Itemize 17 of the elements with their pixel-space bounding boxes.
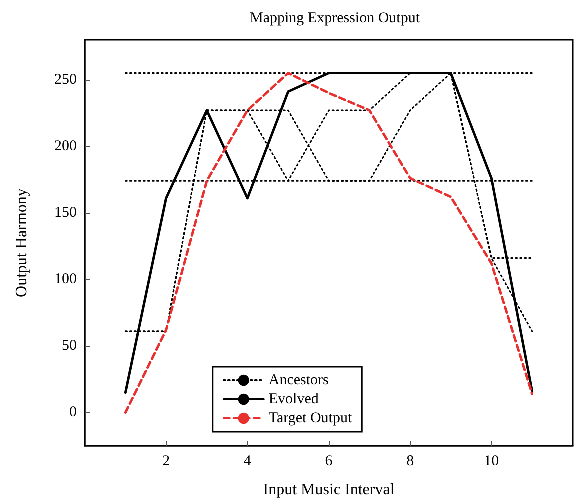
x-tick-label: 2 [162,454,170,470]
y-tick-label: 250 [54,72,77,88]
chart-title: Mapping Expression Output [250,10,421,26]
y-axis-title: Output Harmony [14,188,30,298]
x-tick-label: 10 [484,454,500,470]
y-tick-label: 50 [62,338,77,354]
y-tick-label: 0 [70,404,77,421]
x-tick-label: 8 [406,454,414,470]
x-axis-title: Input Music Interval [263,482,396,498]
x-tick-label: 4 [244,454,252,470]
legend-label: Evolved [268,392,320,408]
x-tick-label: 6 [325,454,334,470]
y-tick-label: 200 [54,138,77,154]
legend-label: Ancestors [268,372,330,388]
y-tick-label: 150 [54,205,77,222]
legend-label: Target Output [268,410,353,426]
y-tick-label: 100 [54,272,77,288]
